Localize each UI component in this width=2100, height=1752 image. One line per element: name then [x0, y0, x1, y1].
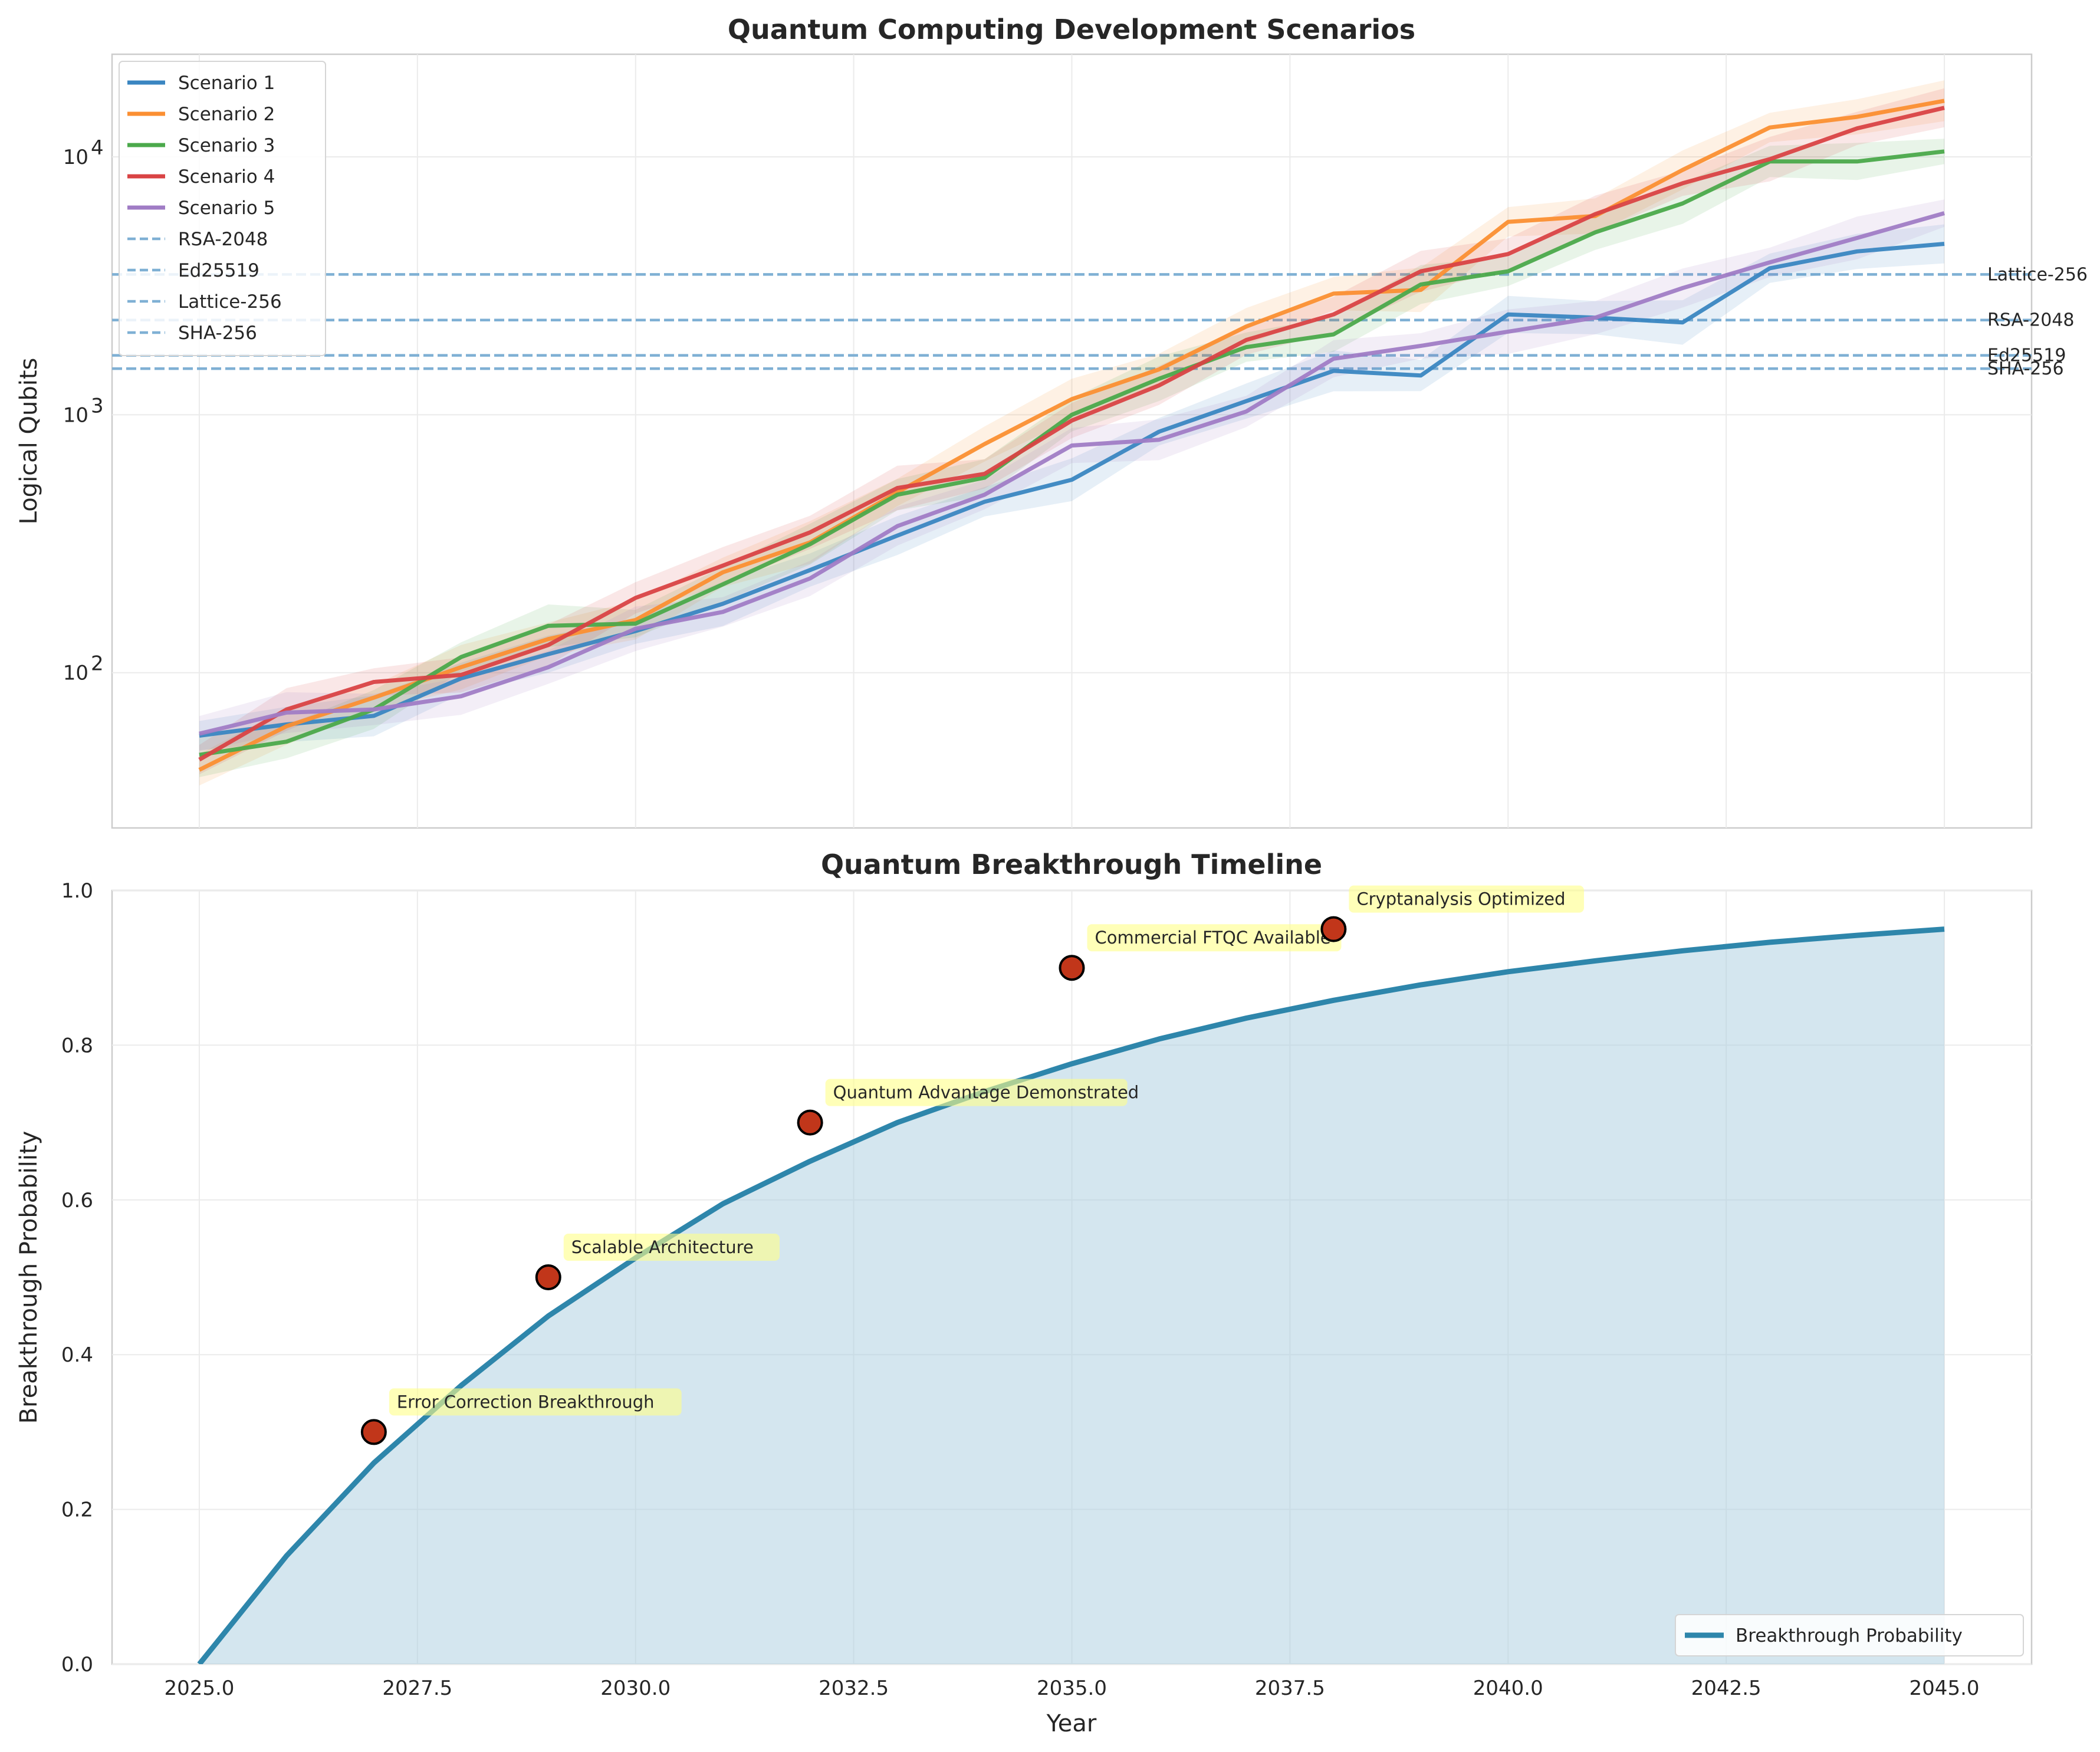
threshold-lines	[112, 273, 2032, 370]
series-line	[199, 211, 1945, 736]
threshold-label: RSA-2048	[1987, 310, 2074, 331]
event-marker	[535, 1264, 561, 1290]
event-label: Error Correction Breakthrough	[397, 1392, 655, 1412]
y-tick-label: 1.0	[61, 879, 93, 903]
probability-line	[197, 926, 1945, 1664]
legend-box	[1675, 1614, 2024, 1656]
y-tick-label: 10	[63, 403, 88, 427]
legend-label: RSA-2048	[178, 229, 268, 250]
legend-box	[119, 61, 326, 356]
confidence-band	[199, 88, 1944, 775]
series-line	[198, 106, 1945, 762]
series-line	[198, 98, 1945, 772]
event-label-box	[1349, 885, 1584, 913]
timeline-panel: Error Correction Breakthrough Scalable Ar…	[15, 849, 2033, 1737]
chart-title: Quantum Computing Development Scenarios	[728, 14, 1415, 45]
event-marker	[797, 1109, 823, 1136]
y-tick-label: 10	[63, 662, 88, 685]
legend-label: Breakthrough Probability	[1736, 1625, 1963, 1646]
threshold-label: Lattice-256	[1987, 264, 2088, 285]
y-tick-exponent: 4	[91, 136, 104, 160]
event-label: Commercial FTQC Available	[1095, 928, 1331, 948]
legend-label: Ed25519	[178, 260, 259, 281]
x-tick-label: 2045.0	[1910, 1677, 1980, 1700]
legend-label: Scenario 1	[178, 73, 275, 94]
event-label-box	[825, 1079, 1128, 1106]
series-line	[199, 242, 1945, 738]
probability-area	[197, 926, 1945, 1664]
x-tick-label: 2025.0	[164, 1677, 234, 1700]
event-label-box	[1087, 924, 1342, 952]
y-tick-label: 0.8	[61, 1034, 93, 1057]
y-tick-exponent: 3	[91, 394, 104, 418]
legend-label: Scenario 4	[178, 166, 275, 188]
y-tick-label: 10	[63, 146, 88, 169]
legend: Scenario 1 Scenario 2 Scenario 3 Scenario 4…	[119, 61, 326, 356]
x-axis-label: Year	[1046, 1710, 1097, 1737]
y-tick-label: 0.4	[61, 1343, 93, 1367]
x-tick-label: 2037.5	[1255, 1677, 1325, 1700]
threshold-label: SHA-256	[1987, 359, 2064, 379]
x-tick-label: 2032.5	[819, 1677, 889, 1700]
y-tick-label: 0.0	[61, 1653, 93, 1677]
x-tick-label: 2035.0	[1037, 1677, 1107, 1700]
y-tick-label: 0.2	[61, 1498, 93, 1522]
x-tick-label: 2027.5	[382, 1677, 452, 1700]
legend-label: Lattice-256	[178, 291, 282, 313]
legend-label: Scenario 2	[178, 104, 275, 125]
y-axis-label: Logical Qubits	[15, 358, 42, 525]
x-tick-labels: 2025.0 2027.5 2030.0 2032.5 2035.0 2037.5 2040…	[164, 1677, 1979, 1700]
event-label-box	[389, 1388, 682, 1416]
y-tick-label: 0.6	[61, 1189, 93, 1212]
event-marker	[360, 1419, 387, 1445]
event-label: Scalable Architecture	[571, 1237, 754, 1257]
y-tick-exponent: 2	[91, 652, 104, 676]
legend-label: SHA-256	[178, 323, 257, 344]
x-tick-label: 2042.5	[1691, 1677, 1761, 1700]
y-tick-labels: 0.0 0.2 0.4 0.6 0.8 1.0	[61, 879, 93, 1677]
legend-label: Scenario 5	[178, 198, 275, 219]
confidence-band	[199, 139, 1944, 777]
chart-title: Quantum Breakthrough Timeline	[821, 849, 1322, 880]
legend-label: Scenario 3	[178, 135, 275, 156]
x-tick-label: 2030.0	[600, 1677, 671, 1700]
event-marker	[1059, 955, 1085, 981]
event-label: Cryptanalysis Optimized	[1356, 889, 1565, 909]
scenario-lines	[198, 98, 1945, 772]
event-markers: Error Correction Breakthrough Scalable Ar…	[360, 885, 1584, 1445]
threshold-labels: RSA-2048 Ed25519 Lattice-256 SHA-256	[1987, 264, 2088, 379]
event-marker	[1320, 916, 1347, 942]
series-line	[199, 149, 1945, 757]
y-axis-label: Breakthrough Probability	[15, 1131, 42, 1424]
event-label: Quantum Advantage Demonstrated	[833, 1083, 1139, 1103]
threshold-label: Ed25519	[1987, 346, 2066, 366]
event-label-box	[563, 1234, 780, 1261]
confidence-band	[199, 80, 1944, 785]
confidence-band	[199, 199, 1944, 751]
probability-fill	[199, 929, 1944, 1664]
legend: Breakthrough Probability	[1675, 1614, 2024, 1656]
x-tick-label: 2040.0	[1473, 1677, 1543, 1700]
